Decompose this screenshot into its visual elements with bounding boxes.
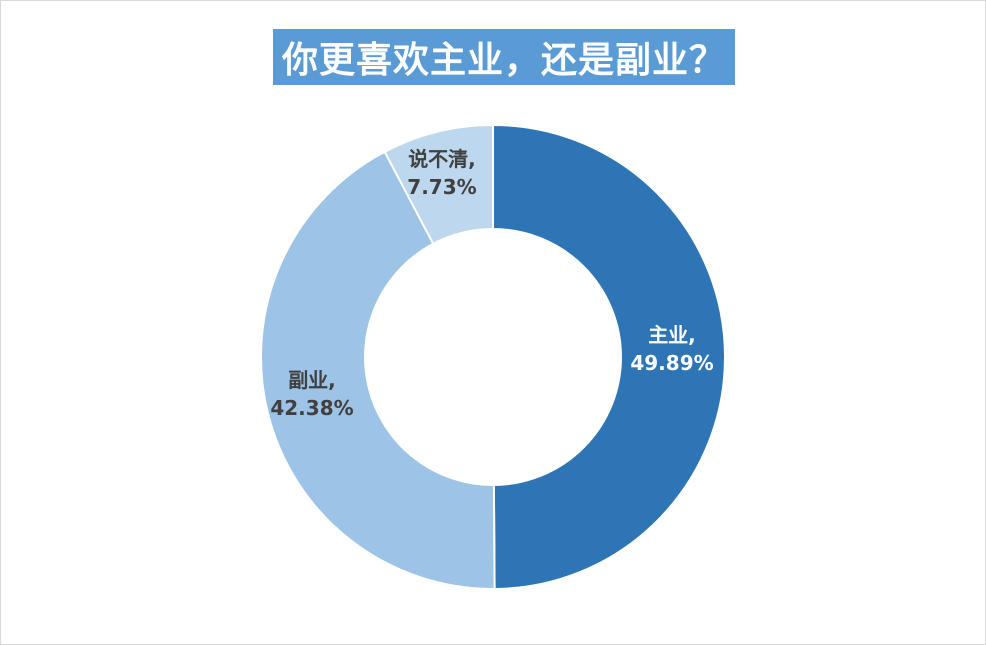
- slice-value-label-1: 49.89%: [630, 351, 713, 375]
- slice-name-label-1: 主业,: [648, 323, 696, 347]
- donut-slices: [260, 123, 726, 591]
- slice-name-label-2: 副业,: [288, 368, 336, 392]
- donut-slice-2: [260, 150, 496, 590]
- chart-title-box: 你更喜欢主业，还是副业？: [273, 29, 735, 85]
- donut-slice-1: [492, 123, 726, 591]
- slice-value-label-2: 42.38%: [270, 396, 353, 420]
- chart-title: 你更喜欢主业，还是副业？: [281, 40, 726, 81]
- donut-slice-3: [383, 123, 494, 246]
- slice-name-label-3: 说不清,: [408, 147, 476, 171]
- slice-value-label-3: 7.73%: [407, 175, 476, 199]
- donut-labels: 主业, 49.89% 副业, 42.38% 说不清, 7.73%: [270, 147, 713, 420]
